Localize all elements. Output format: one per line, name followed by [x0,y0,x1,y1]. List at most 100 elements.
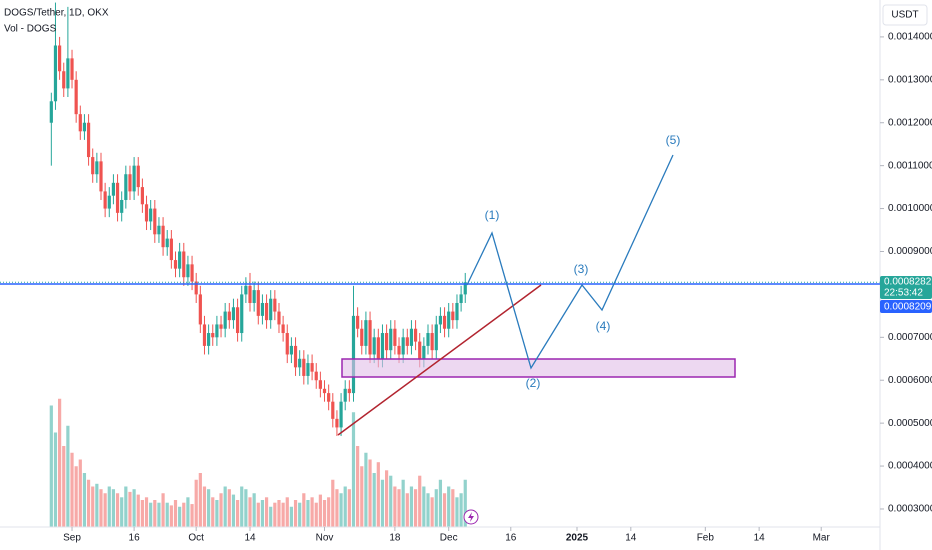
candle-body [240,294,244,334]
candle-body [49,101,53,123]
volume-bar [285,497,289,527]
volume-bar [128,491,132,527]
wave-label: (4) [596,319,611,333]
candle-body [385,333,389,351]
candle-body [409,328,414,346]
currency-label[interactable]: USDT [891,10,918,21]
candle-body [190,264,194,282]
volume-bar [111,489,116,527]
volume-bar [306,500,310,527]
support-zone [341,358,736,378]
volume-bar [165,502,169,527]
volume-bar [91,486,95,527]
candle-body [86,122,91,158]
volume-bar [240,486,244,527]
volume-bar [293,500,298,527]
candle-body [157,225,161,235]
volume-bar [194,479,198,527]
candle-body [136,165,140,188]
candle-body [318,380,322,389]
volume-bar [70,452,74,527]
candle-body [376,337,380,359]
candle-body [418,341,422,359]
candle-body [426,333,430,346]
volume-bar [409,486,414,527]
candle-body [235,307,240,334]
y-tick-label: 0.0010000 [888,203,932,214]
volume-bar [380,479,385,527]
volume-bar [66,425,70,527]
volume-bar [451,489,455,527]
currency-button[interactable] [882,4,928,26]
y-tick-label: 0.0009000 [888,246,932,257]
volume-bar [351,412,356,527]
candle-body [103,191,107,209]
volume-bar [322,500,327,527]
countdown: 22:53:42 [884,288,923,299]
wave-label: (5) [666,133,681,147]
volume-bar [434,489,438,527]
volume-bar [124,486,128,527]
candle-body [285,333,289,355]
volume-bar [53,432,58,527]
candle-body [360,328,364,346]
candle-body [393,328,397,346]
volume-bar [227,489,231,527]
volume-bar [178,506,182,527]
volume-bar [219,493,223,527]
x-tick-label: Nov [316,533,334,544]
volume-bar [62,446,66,527]
volume-bar [385,470,389,527]
candle-body [260,302,265,316]
volume-bar [252,493,256,527]
candle-body [99,161,103,192]
volume-bar [426,493,430,527]
volume-bar [343,486,347,527]
volume-bar [140,500,144,527]
candle-body [149,208,153,222]
volume-bar [459,493,463,527]
candle-body [178,251,182,269]
plot-area [0,2,880,527]
candle-body [335,418,339,428]
candle-body [82,122,87,132]
candle-body [459,294,463,303]
candle-body [397,345,401,355]
volume-bar [157,502,161,527]
volume-bar [455,497,459,527]
candle-body [198,294,202,325]
candle-body [455,302,459,321]
candle-body [66,58,70,89]
y-tick-label: 0.0003000 [888,504,932,515]
volume-bar [314,502,318,527]
volume-title: Vol - DOGS [4,24,57,35]
candle-body [62,71,66,89]
y-tick-label: 0.0012000 [888,117,932,128]
volume-bar [144,497,149,527]
volume-bar [335,489,339,527]
volume-bar [256,502,260,527]
x-tick-label: Dec [440,533,458,544]
volume-bar [136,494,140,527]
candle-body [161,225,165,248]
y-tick-label: 0.0013000 [888,74,932,85]
candle-body [442,315,447,329]
volume-bar [413,489,418,527]
volume-bar [339,493,343,527]
volume-bar [289,506,294,527]
candle-body [248,285,252,303]
candle-body [115,182,120,213]
volume-bar [376,462,380,527]
x-tick-label: 16 [505,533,517,544]
volume-bar [49,405,53,527]
volume-bar [356,446,360,527]
x-tick-label: 2025 [566,533,589,544]
x-tick-label: Sep [63,533,81,544]
candle-body [306,363,310,376]
candle-body [165,238,169,248]
volume-bar [173,500,178,527]
candle-body [111,182,116,196]
volume-bar [202,486,207,527]
x-tick-label: 14 [625,533,637,544]
